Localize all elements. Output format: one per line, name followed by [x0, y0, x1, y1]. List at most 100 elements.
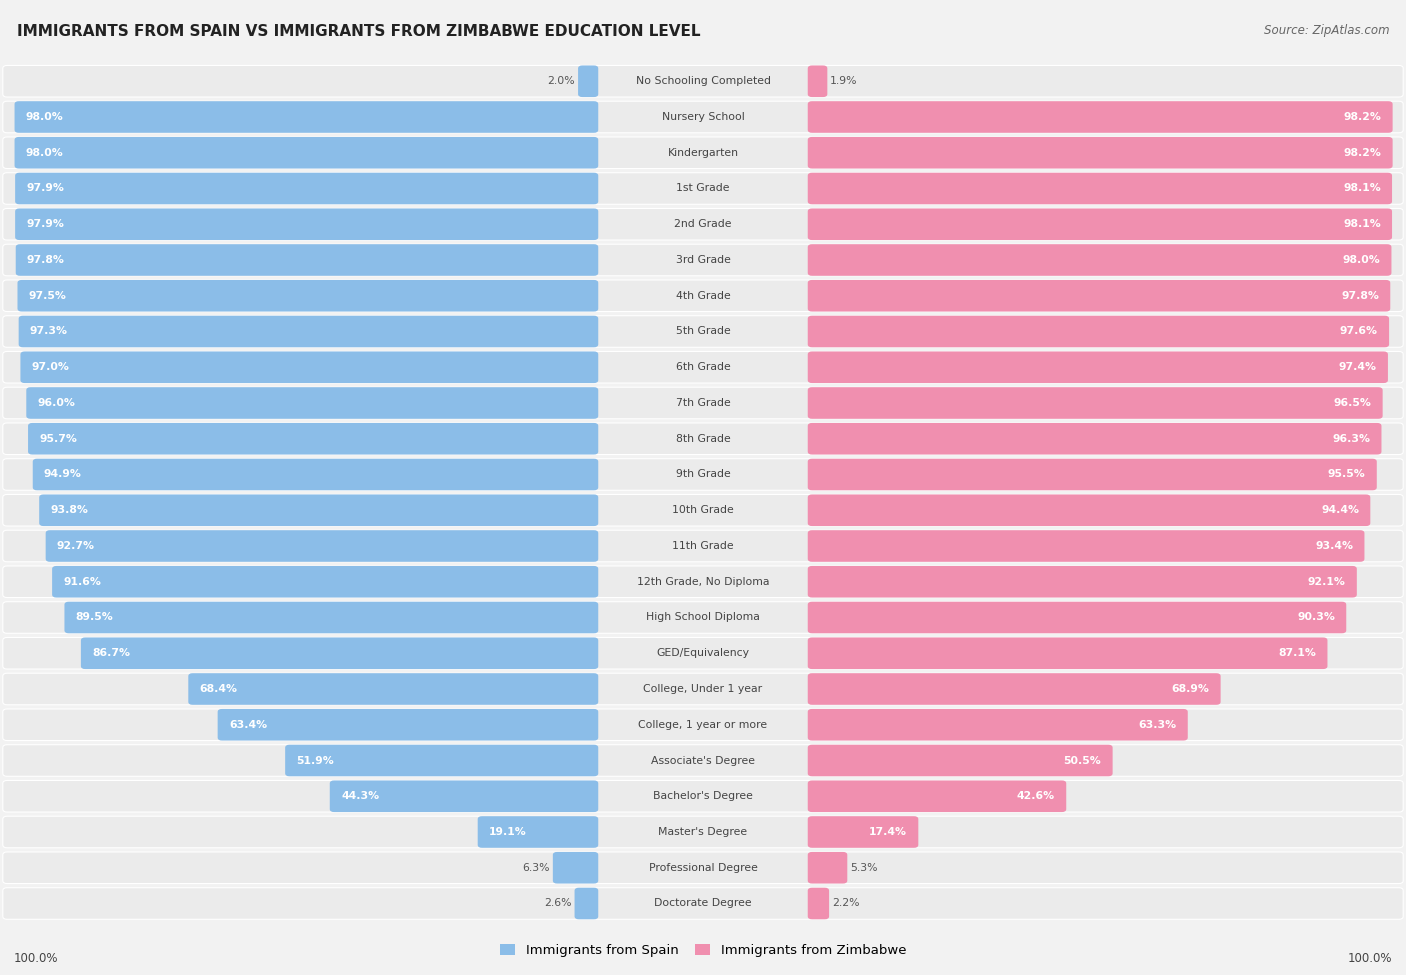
Text: 8th Grade: 8th Grade	[676, 434, 730, 444]
FancyBboxPatch shape	[3, 887, 1403, 919]
Text: 98.2%: 98.2%	[1344, 148, 1381, 158]
Text: 100.0%: 100.0%	[14, 952, 59, 965]
Text: Associate's Degree: Associate's Degree	[651, 756, 755, 765]
FancyBboxPatch shape	[3, 65, 1403, 98]
FancyBboxPatch shape	[3, 173, 1403, 205]
Text: 97.3%: 97.3%	[30, 327, 67, 336]
Text: 98.2%: 98.2%	[1344, 112, 1381, 122]
FancyBboxPatch shape	[32, 458, 599, 490]
FancyBboxPatch shape	[188, 673, 599, 705]
Text: 92.7%: 92.7%	[56, 541, 96, 551]
Text: 98.1%: 98.1%	[1343, 183, 1381, 193]
Text: 96.3%: 96.3%	[1333, 434, 1371, 444]
Text: 100.0%: 100.0%	[1347, 952, 1392, 965]
Text: Nursery School: Nursery School	[662, 112, 744, 122]
Text: 5th Grade: 5th Grade	[676, 327, 730, 336]
FancyBboxPatch shape	[15, 173, 599, 205]
FancyBboxPatch shape	[285, 745, 599, 776]
FancyBboxPatch shape	[3, 673, 1403, 705]
FancyBboxPatch shape	[3, 530, 1403, 562]
Text: 68.9%: 68.9%	[1171, 684, 1209, 694]
Text: Doctorate Degree: Doctorate Degree	[654, 899, 752, 909]
FancyBboxPatch shape	[808, 745, 1112, 776]
FancyBboxPatch shape	[808, 673, 1220, 705]
FancyBboxPatch shape	[808, 709, 1188, 741]
FancyBboxPatch shape	[82, 638, 599, 669]
FancyBboxPatch shape	[808, 780, 1066, 812]
Text: 12th Grade, No Diploma: 12th Grade, No Diploma	[637, 577, 769, 587]
Text: 6.3%: 6.3%	[523, 863, 550, 873]
FancyBboxPatch shape	[52, 566, 599, 598]
Text: 86.7%: 86.7%	[93, 648, 131, 658]
FancyBboxPatch shape	[478, 816, 599, 848]
Text: College, 1 year or more: College, 1 year or more	[638, 720, 768, 729]
Text: 6th Grade: 6th Grade	[676, 363, 730, 372]
FancyBboxPatch shape	[3, 638, 1403, 669]
FancyBboxPatch shape	[18, 316, 599, 347]
Text: 97.9%: 97.9%	[27, 183, 65, 193]
Text: College, Under 1 year: College, Under 1 year	[644, 684, 762, 694]
Text: 17.4%: 17.4%	[869, 827, 907, 837]
Text: 2.2%: 2.2%	[832, 899, 859, 909]
FancyBboxPatch shape	[3, 244, 1403, 276]
Text: 7th Grade: 7th Grade	[676, 398, 730, 408]
FancyBboxPatch shape	[808, 351, 1388, 383]
FancyBboxPatch shape	[28, 423, 599, 454]
FancyBboxPatch shape	[14, 136, 599, 169]
FancyBboxPatch shape	[808, 387, 1382, 419]
Text: 19.1%: 19.1%	[489, 827, 527, 837]
Text: 9th Grade: 9th Grade	[676, 470, 730, 480]
FancyBboxPatch shape	[15, 209, 599, 240]
FancyBboxPatch shape	[21, 351, 599, 383]
Text: 3rd Grade: 3rd Grade	[675, 255, 731, 265]
FancyBboxPatch shape	[808, 244, 1392, 276]
FancyBboxPatch shape	[218, 709, 599, 741]
Text: No Schooling Completed: No Schooling Completed	[636, 76, 770, 86]
FancyBboxPatch shape	[808, 638, 1327, 669]
Text: 10th Grade: 10th Grade	[672, 505, 734, 515]
Text: 5.3%: 5.3%	[851, 863, 877, 873]
Text: 89.5%: 89.5%	[76, 612, 114, 622]
Text: 63.3%: 63.3%	[1139, 720, 1177, 729]
Text: 87.1%: 87.1%	[1278, 648, 1316, 658]
Text: Master's Degree: Master's Degree	[658, 827, 748, 837]
FancyBboxPatch shape	[3, 387, 1403, 419]
Text: 97.8%: 97.8%	[1341, 291, 1379, 300]
Text: 98.1%: 98.1%	[1343, 219, 1381, 229]
FancyBboxPatch shape	[808, 816, 918, 848]
FancyBboxPatch shape	[45, 530, 599, 562]
Text: 98.0%: 98.0%	[25, 148, 63, 158]
Text: 95.5%: 95.5%	[1327, 470, 1365, 480]
Text: 95.7%: 95.7%	[39, 434, 77, 444]
Text: 50.5%: 50.5%	[1063, 756, 1101, 765]
FancyBboxPatch shape	[808, 209, 1392, 240]
FancyBboxPatch shape	[808, 280, 1391, 312]
Text: Kindergarten: Kindergarten	[668, 148, 738, 158]
FancyBboxPatch shape	[3, 816, 1403, 848]
FancyBboxPatch shape	[3, 709, 1403, 741]
FancyBboxPatch shape	[65, 602, 599, 634]
FancyBboxPatch shape	[330, 780, 599, 812]
Text: 96.0%: 96.0%	[38, 398, 76, 408]
Text: 63.4%: 63.4%	[229, 720, 267, 729]
Text: 91.6%: 91.6%	[63, 577, 101, 587]
Legend: Immigrants from Spain, Immigrants from Zimbabwe: Immigrants from Spain, Immigrants from Z…	[499, 944, 907, 956]
FancyBboxPatch shape	[27, 387, 599, 419]
Text: 93.8%: 93.8%	[51, 505, 89, 515]
Text: GED/Equivalency: GED/Equivalency	[657, 648, 749, 658]
FancyBboxPatch shape	[3, 566, 1403, 598]
Text: IMMIGRANTS FROM SPAIN VS IMMIGRANTS FROM ZIMBABWE EDUCATION LEVEL: IMMIGRANTS FROM SPAIN VS IMMIGRANTS FROM…	[17, 24, 700, 39]
FancyBboxPatch shape	[808, 101, 1392, 133]
Text: 97.8%: 97.8%	[27, 255, 65, 265]
FancyBboxPatch shape	[808, 173, 1392, 205]
Text: 93.4%: 93.4%	[1315, 541, 1353, 551]
FancyBboxPatch shape	[3, 316, 1403, 347]
Text: 51.9%: 51.9%	[297, 756, 335, 765]
Text: 97.0%: 97.0%	[32, 363, 69, 372]
FancyBboxPatch shape	[575, 887, 599, 919]
FancyBboxPatch shape	[808, 602, 1347, 634]
Text: 90.3%: 90.3%	[1298, 612, 1336, 622]
Text: Source: ZipAtlas.com: Source: ZipAtlas.com	[1264, 24, 1389, 37]
Text: 2.0%: 2.0%	[548, 76, 575, 86]
FancyBboxPatch shape	[808, 566, 1357, 598]
